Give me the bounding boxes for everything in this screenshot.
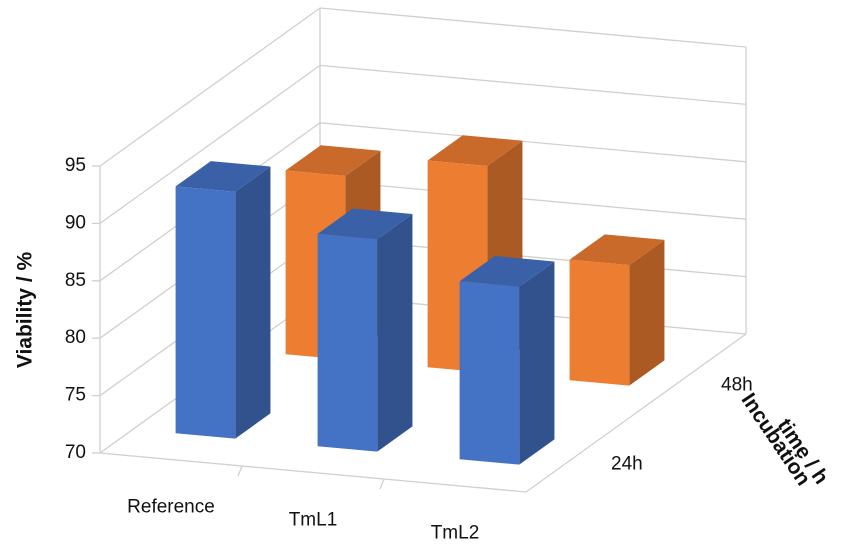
bar-top bbox=[427, 135, 523, 167]
axis-line bbox=[99, 452, 527, 493]
tick-mark bbox=[379, 478, 385, 490]
bar bbox=[317, 208, 413, 452]
bar-top bbox=[569, 234, 665, 266]
x-tick-label: TmL2 bbox=[431, 523, 480, 544]
bar bbox=[569, 234, 665, 386]
y-axis-title: Viability / % bbox=[14, 252, 37, 369]
bar-front bbox=[459, 281, 520, 465]
bar-front bbox=[175, 186, 236, 439]
z-tick-label: 24h bbox=[611, 454, 643, 475]
bar-top bbox=[317, 208, 413, 240]
bar bbox=[175, 161, 271, 439]
grid-line bbox=[99, 64, 747, 224]
bar-top bbox=[285, 145, 381, 176]
axis-line bbox=[525, 333, 747, 493]
bar-side bbox=[235, 166, 271, 439]
bar-top bbox=[459, 255, 555, 287]
y-tick-label: 80 bbox=[65, 327, 86, 348]
bar-front bbox=[569, 259, 630, 386]
y-tick-label: 90 bbox=[65, 212, 86, 233]
bar-side bbox=[519, 261, 555, 465]
x-tick-label: TmL1 bbox=[289, 510, 338, 531]
tick-mark bbox=[237, 465, 243, 477]
bar-side bbox=[377, 214, 413, 452]
x-tick-label: Reference bbox=[127, 497, 215, 518]
grid-line bbox=[99, 7, 747, 167]
y-tick-label: 95 bbox=[65, 155, 86, 176]
z-tick-label: 48h bbox=[721, 375, 753, 396]
y-tick-label: 75 bbox=[65, 385, 86, 406]
grid-line bbox=[99, 122, 747, 282]
bar-top bbox=[175, 161, 271, 192]
bar-side bbox=[629, 239, 665, 386]
y-tick-label: 85 bbox=[65, 270, 86, 291]
bar-front bbox=[317, 233, 378, 452]
bar bbox=[459, 255, 555, 465]
y-tick-label: 70 bbox=[65, 442, 86, 463]
